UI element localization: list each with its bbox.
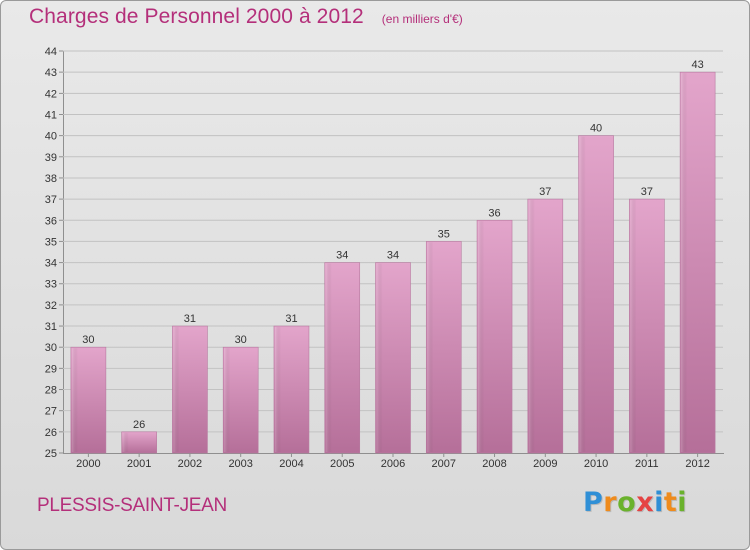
y-tick-label: 43: [45, 67, 57, 79]
y-tick-label: 29: [45, 363, 57, 375]
bar-highlight: [173, 327, 180, 452]
logo-letter: i: [677, 487, 688, 518]
data-labels: 30 26 31 30 31 34 34 35 36 37 40 37 43: [82, 59, 703, 431]
bar-highlight: [681, 73, 688, 452]
data-label: 37: [641, 186, 653, 198]
place-name: PLESSIS-SAINT-JEAN: [37, 495, 227, 516]
logo-letter: x: [636, 487, 655, 518]
x-tick-label: 2009: [533, 458, 557, 470]
data-label: 31: [184, 313, 196, 325]
logo-letter: t: [663, 487, 678, 518]
data-label: 35: [438, 228, 450, 240]
y-tick-label: 26: [45, 427, 57, 439]
y-tick-label: 32: [45, 300, 57, 312]
data-label: 30: [235, 334, 247, 346]
data-label: 37: [539, 186, 551, 198]
x-tick-label: 2005: [330, 458, 354, 470]
logo-letter: o: [617, 487, 637, 518]
y-tick-label: 40: [45, 131, 57, 143]
x-tick-label: 2012: [685, 458, 709, 470]
y-tick-label: 31: [45, 321, 57, 333]
x-tick-label: 2001: [127, 458, 151, 470]
y-tick-label: 36: [45, 215, 57, 227]
y-tick-label: 35: [45, 236, 57, 248]
y-tick-label: 28: [45, 385, 57, 397]
bar-highlight: [274, 327, 281, 452]
data-label: 36: [488, 207, 500, 219]
data-label: 26: [133, 419, 145, 431]
data-label: 34: [387, 250, 399, 262]
y-tick-label: 39: [45, 152, 57, 164]
bar-highlight: [122, 432, 129, 452]
bar-highlight: [224, 348, 231, 452]
logo-letter: i: [654, 487, 664, 518]
y-tick-label: 38: [45, 173, 57, 185]
y-tick-label: 44: [45, 46, 57, 58]
y-axis-ticks: 25 26 27 28 29 30 31 32 33 34 35 36 37 38 39 40 41 42 43 44: [45, 46, 63, 460]
bar-highlight: [427, 242, 434, 452]
y-tick-label: 25: [45, 448, 57, 460]
data-label: 31: [285, 313, 297, 325]
x-tick-label: 2010: [584, 458, 608, 470]
data-label: 30: [82, 334, 94, 346]
bar-highlight: [630, 200, 637, 452]
proxiti-logo: Proxiti: [583, 487, 687, 518]
y-tick-label: 33: [45, 279, 57, 291]
data-label: 40: [590, 123, 602, 135]
bar-highlight: [528, 200, 535, 452]
y-tick-label: 34: [45, 258, 57, 270]
y-tick-label: 37: [45, 194, 57, 206]
x-axis-ticks: 2000 2001 2002 2003 2004 2005 2006 2007 2008 2009…: [76, 453, 710, 470]
chart-subtitle: (en milliers d'€): [381, 12, 463, 26]
logo-letter: r: [603, 487, 618, 518]
y-tick-label: 41: [45, 109, 57, 121]
x-tick-label: 2000: [76, 458, 100, 470]
y-tick-label: 27: [45, 406, 57, 418]
logo-letter: P: [583, 487, 604, 518]
y-tick-label: 42: [45, 88, 57, 100]
bar-highlight: [579, 136, 586, 452]
title-row: Charges de Personnel 2000 à 2012 (en mil…: [29, 5, 463, 29]
chart-title: Charges de Personnel 2000 à 2012: [29, 5, 364, 28]
bar-highlight: [71, 348, 78, 452]
x-tick-label: 2002: [178, 458, 202, 470]
data-label: 34: [336, 250, 348, 262]
x-tick-label: 2003: [228, 458, 252, 470]
bar-highlight: [478, 221, 485, 452]
x-tick-label: 2006: [381, 458, 405, 470]
x-tick-label: 2007: [432, 458, 456, 470]
bar-highlight: [376, 263, 383, 452]
x-tick-label: 2008: [482, 458, 506, 470]
data-label: 43: [691, 59, 703, 71]
bars: [70, 71, 716, 454]
x-tick-label: 2011: [635, 458, 659, 470]
x-tick-label: 2004: [279, 458, 303, 470]
y-tick-label: 30: [45, 342, 57, 354]
bar-highlight: [325, 263, 332, 452]
